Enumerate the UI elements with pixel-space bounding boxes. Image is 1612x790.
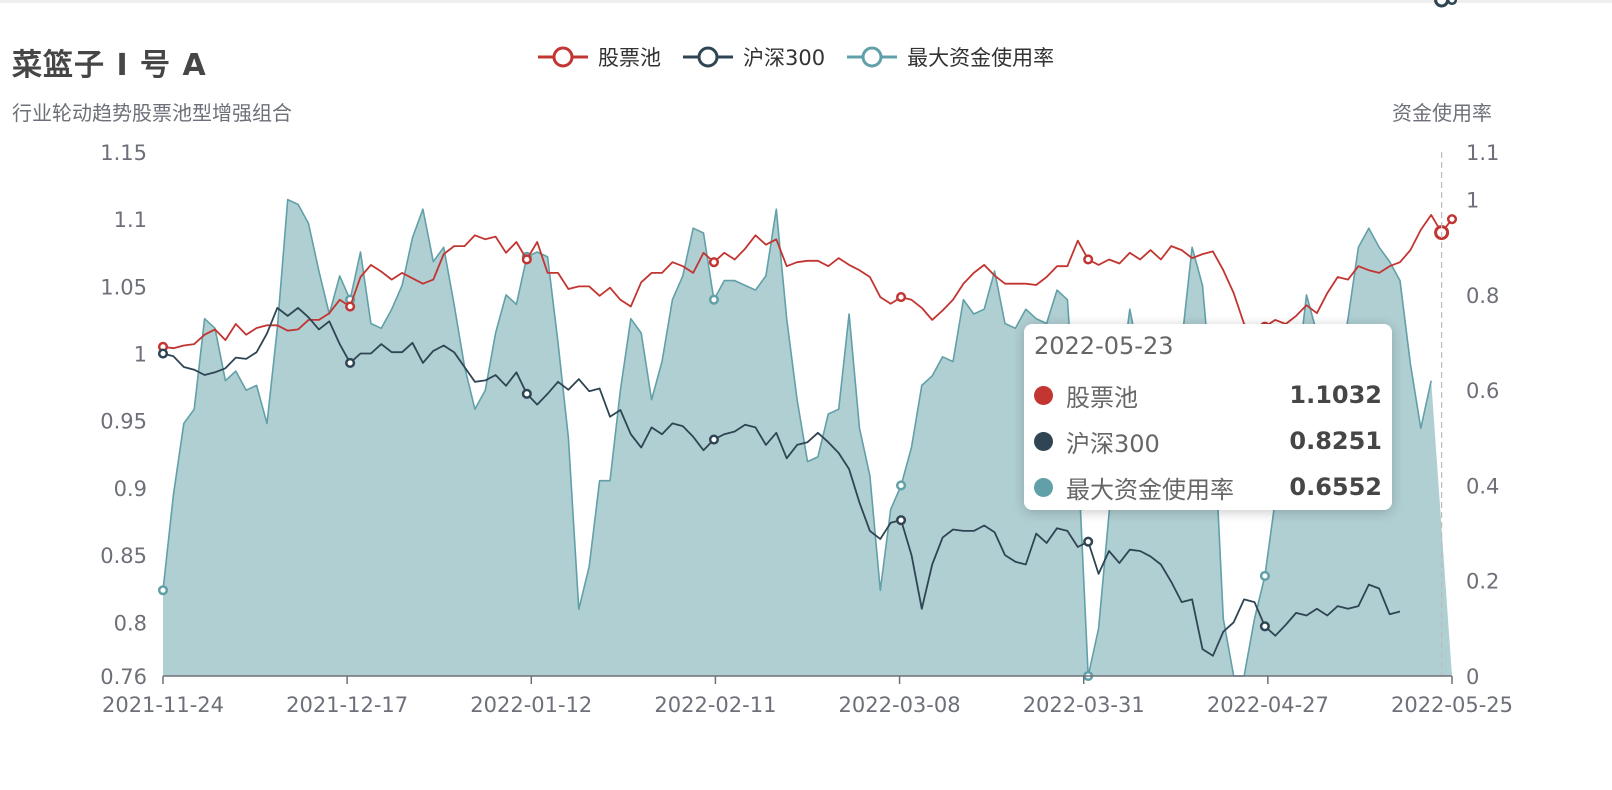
y-left-tick-label: 0.8 [114,611,147,635]
data-point [345,301,356,312]
tooltip-series-value: 1.1032 [1289,381,1382,409]
legend-label: 沪深300 [743,46,826,70]
tooltip-row: 最大资金使用率 0.6552 [1034,464,1382,510]
tooltip-series-value: 0.6552 [1289,473,1382,501]
y-right-tick-label: 0.2 [1466,570,1499,594]
chart-title: 菜篮子 I 号 A [12,48,207,83]
legend-item-max-capital-usage[interactable]: 最大资金使用率 [847,42,1054,72]
data-point [1083,536,1094,547]
chart-tooltip: 2022-05-23 股票池 1.1032 沪深300 0.8251 最大资金使… [1024,324,1392,510]
chart-subtitle: 行业轮动趋势股票池型增强组合 [12,101,292,125]
x-tick-label: 2021-12-17 [286,693,408,717]
y-right-tick-label: 1.1 [1466,141,1499,165]
data-point [1446,0,1458,6]
tooltip-series-name: 股票池 [1066,383,1138,412]
series-area [163,199,1452,676]
tooltip-date: 2022-05-23 [1034,332,1174,360]
series-dot-icon [1034,385,1053,405]
tooltip-series-value: 0.8251 [1289,427,1382,455]
data-point [157,585,169,596]
y-left-tick-label: 1.15 [100,141,147,165]
legend: 股票池 沪深300 最大资金使用率 [538,42,1076,72]
y-left-tick-label: 0.9 [114,477,147,501]
y-right-tick-label: 0.4 [1466,474,1499,498]
data-point [1259,621,1270,632]
y-left-tick-label: 1.05 [100,275,147,299]
tooltip-series-name: 沪深300 [1066,429,1160,458]
data-point [1259,570,1270,582]
tooltip-row: 沪深300 0.8251 [1034,418,1382,464]
y-right-tick-label: 1 [1466,189,1479,213]
x-tick-label: 2022-02-11 [654,693,776,717]
series-line [162,306,1401,657]
data-point [896,480,907,491]
y-right-tick-label: 0.6 [1466,379,1499,403]
x-tick-label: 2022-03-08 [839,693,961,717]
x-tick-label: 2021-11-24 [102,693,224,717]
tooltip-series-name: 最大资金使用率 [1066,475,1234,504]
top-border [0,0,1612,3]
legend-marker-icon [538,46,588,68]
right-axis-name: 资金使用率 [1392,101,1492,125]
data-point [345,357,356,368]
y-left-tick-label: 0.76 [100,665,147,689]
data-point [1083,254,1094,265]
legend-marker-icon [683,46,733,68]
legend-marker-icon [847,46,898,68]
y-right-tick-label: 0 [1466,665,1479,689]
y-left-tick-label: 1.1 [114,208,147,232]
x-tick-label: 2022-04-27 [1207,693,1329,717]
data-point [157,348,169,359]
x-tick-label: 2022-01-12 [470,693,592,717]
data-point [708,257,719,268]
y-left-tick-label: 0.85 [100,544,147,568]
data-point [521,254,532,265]
data-point [1446,214,1458,225]
y-left-tick-label: 0.95 [100,410,147,434]
tooltip-row: 股票池 1.1032 [1034,372,1382,418]
legend-item-hs300[interactable]: 沪深300 [683,42,825,72]
series-dot-icon [1034,431,1053,451]
x-tick-label: 2022-05-25 [1391,693,1513,717]
data-point [521,388,532,399]
series-1 [157,0,1458,657]
data-point [896,292,907,303]
legend-label: 最大资金使用率 [907,46,1055,70]
x-tick-label: 2022-03-31 [1023,693,1145,717]
legend-label: 股票池 [598,46,661,70]
data-point [708,434,719,445]
y-left-tick-label: 1 [134,343,147,367]
data-point [1434,0,1450,8]
series-line [162,198,1432,677]
data-point [896,515,907,526]
data-point [708,294,719,305]
y-right-tick-label: 0.8 [1466,284,1499,308]
legend-item-stock-pool[interactable]: 股票池 [538,42,661,72]
series-dot-icon [1034,477,1053,497]
series-line [162,213,1453,350]
